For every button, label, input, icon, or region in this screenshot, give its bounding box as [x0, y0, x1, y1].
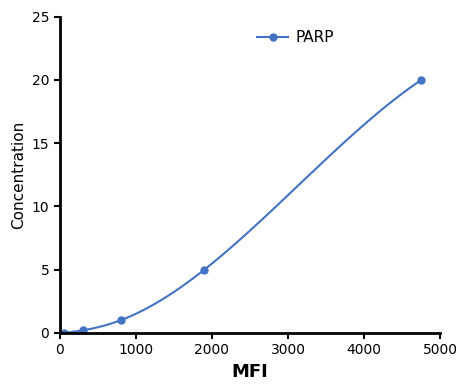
Legend: PARP: PARP — [251, 24, 340, 51]
Y-axis label: Concentration: Concentration — [11, 121, 26, 229]
X-axis label: MFI: MFI — [232, 363, 268, 381]
